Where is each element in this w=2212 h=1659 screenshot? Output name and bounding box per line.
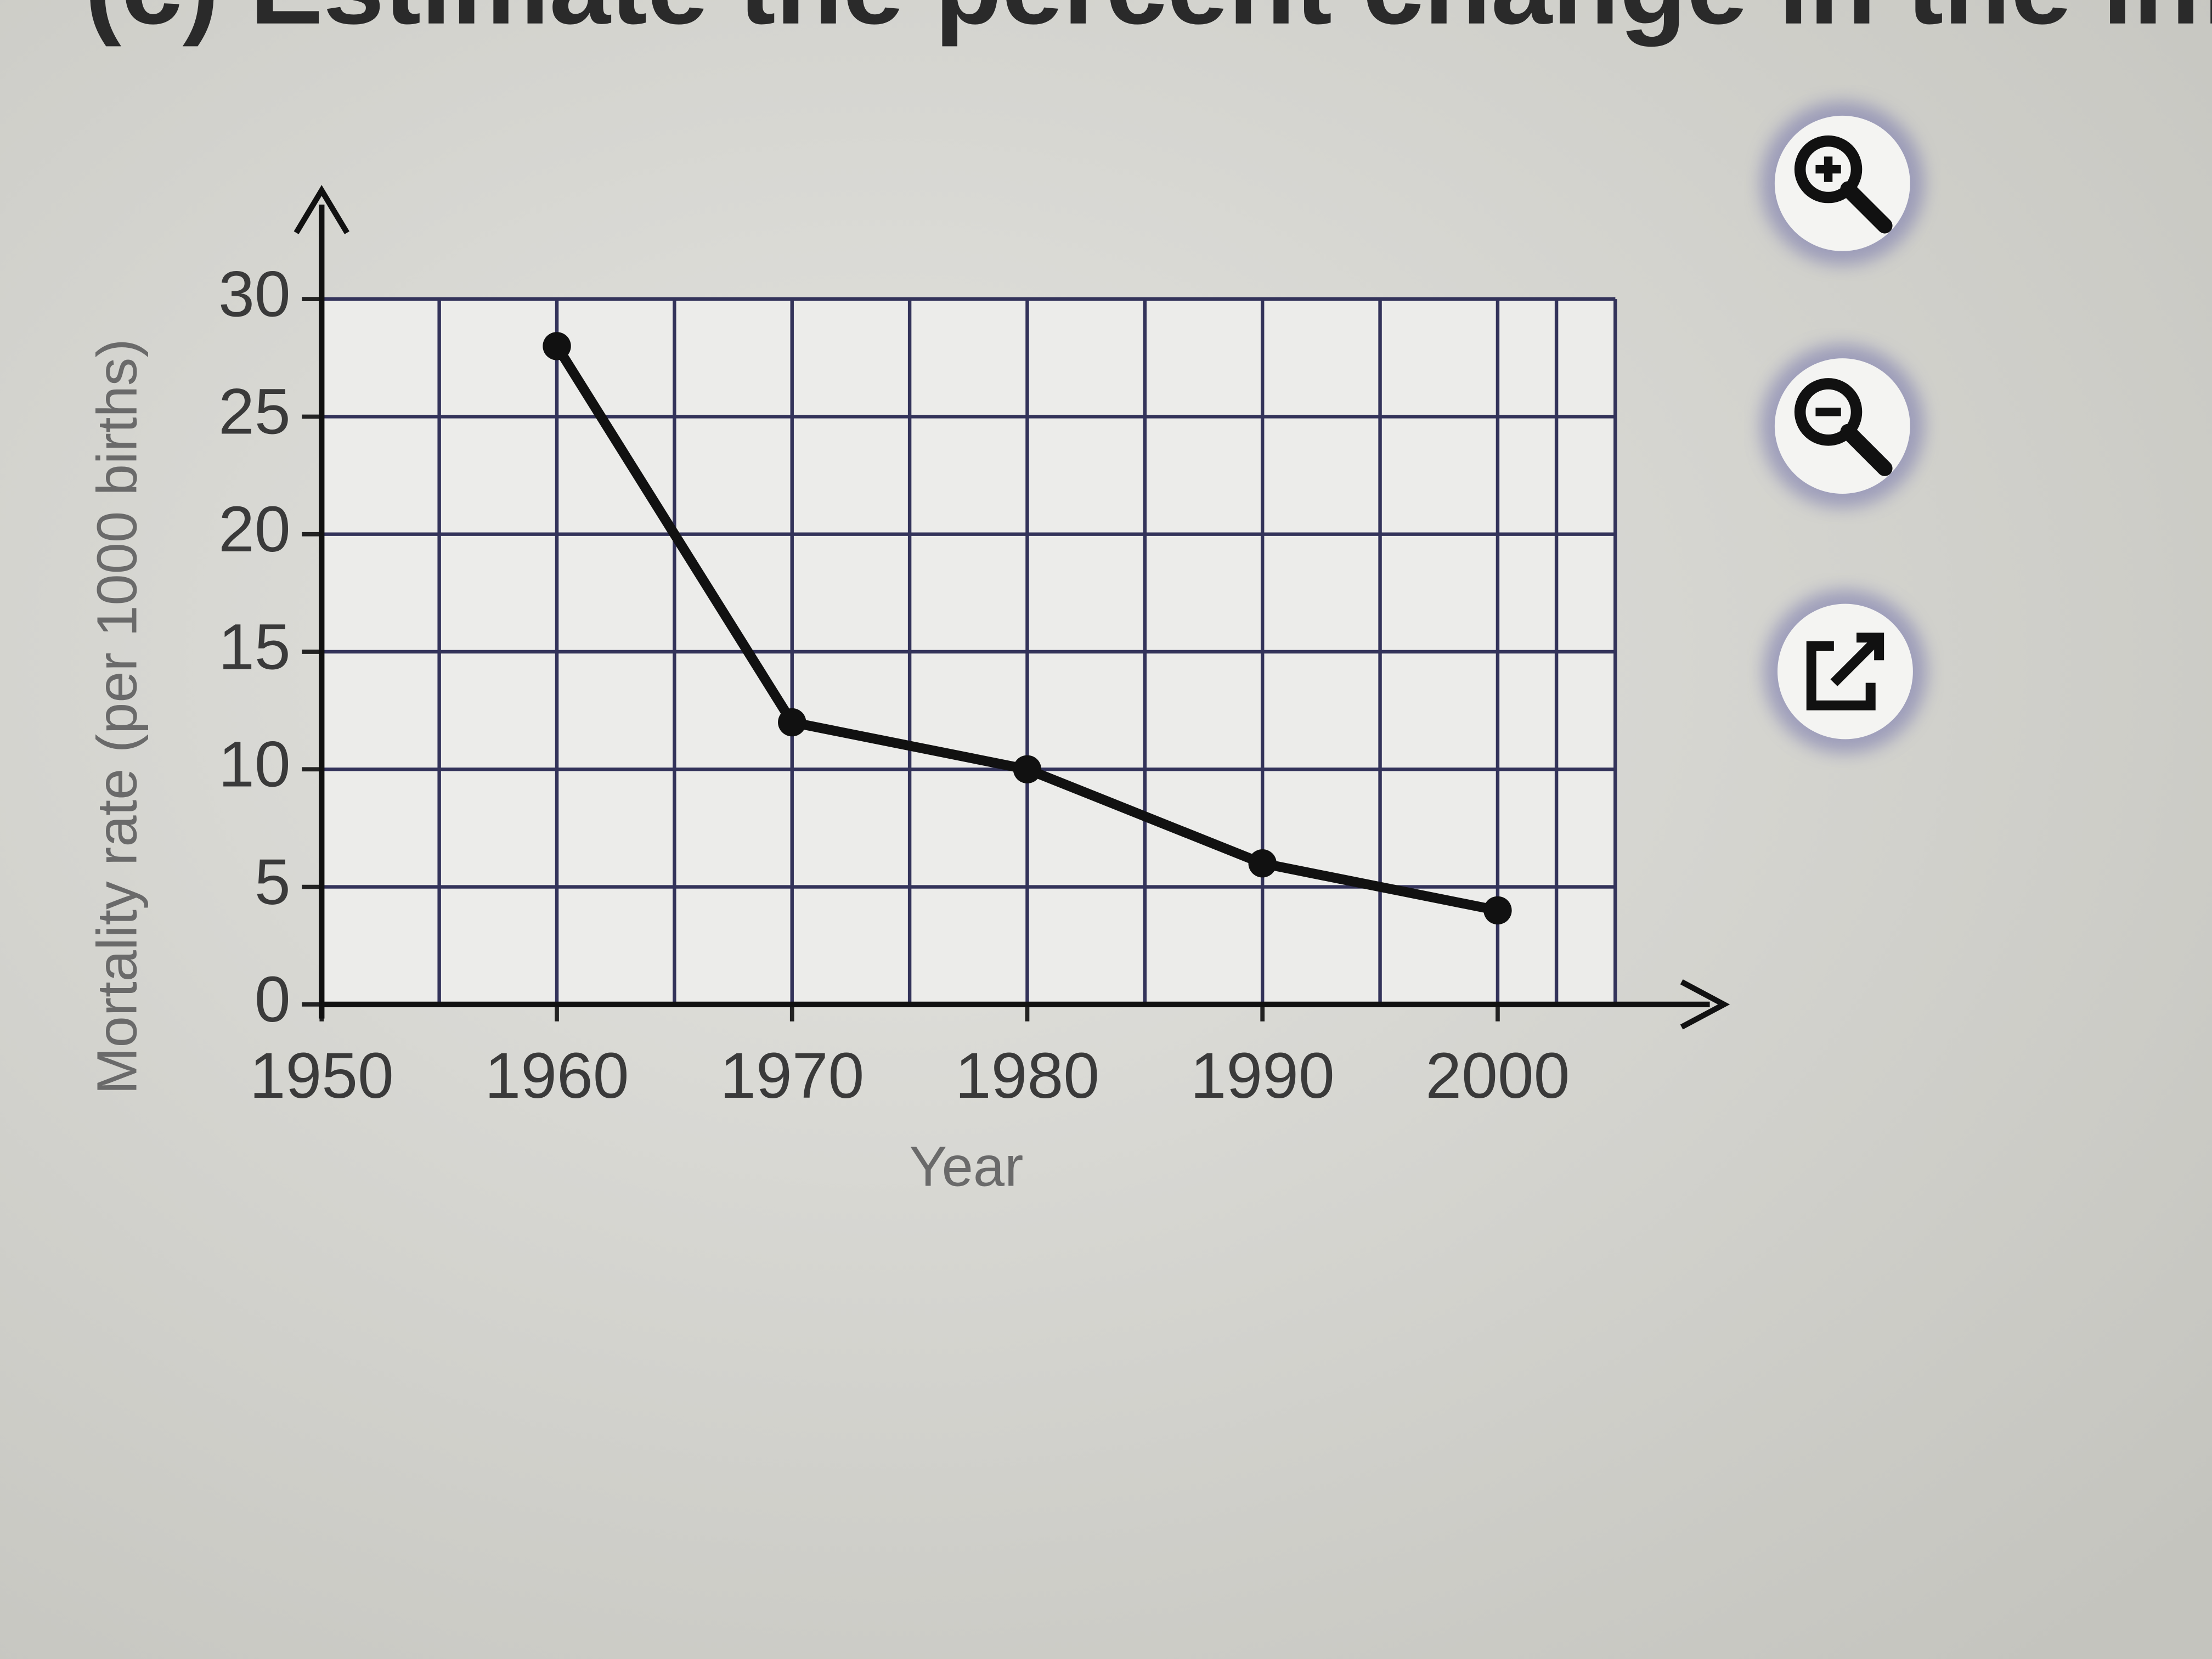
zoom-in-button[interactable] [1760, 101, 1925, 266]
point [1248, 849, 1277, 878]
y-tick-label: 15 [218, 611, 291, 683]
y-axis-arrow [294, 185, 349, 234]
y-tick-label: 5 [255, 846, 291, 918]
icon [1815, 156, 1841, 182]
x-tick-label: 1950 [250, 1040, 394, 1112]
point [778, 708, 806, 737]
point [1483, 896, 1512, 925]
icon [1830, 633, 1884, 686]
axes: 0 5 10 15 20 25 30 1950 1960 1970 1980 1990 2000 [218, 185, 1730, 1112]
popout-button[interactable] [1763, 589, 1927, 754]
y-tick-label: 25 [218, 376, 291, 448]
point [1013, 755, 1042, 783]
x-tick-label: 1990 [1190, 1040, 1335, 1112]
icon [1794, 135, 1863, 204]
icon [1840, 424, 1893, 476]
icon [1806, 641, 1876, 710]
x-tick-label: 1970 [720, 1040, 864, 1112]
x-tick-label: 1980 [955, 1040, 1099, 1112]
x-tick-label: 2000 [1425, 1040, 1570, 1112]
icon [1794, 378, 1863, 446]
question-text: (c) Estimate the percent change in the i… [84, 0, 2212, 47]
y-axis-title: Mortality rate (per 1000 births) [85, 339, 148, 1095]
y-tick-label: 30 [218, 258, 291, 330]
y-tick-label: 10 [218, 729, 291, 801]
x-axis-arrow [1680, 979, 1730, 1030]
x-axis-title: Year [910, 1135, 1024, 1198]
point [543, 332, 571, 360]
y-tick-label: 20 [218, 493, 291, 566]
series [543, 332, 1512, 925]
y-tick-label: 0 [255, 963, 291, 1036]
icon [1840, 181, 1893, 234]
zoom-out-button[interactable] [1760, 344, 1925, 508]
x-tick-label: 1960 [484, 1040, 629, 1112]
